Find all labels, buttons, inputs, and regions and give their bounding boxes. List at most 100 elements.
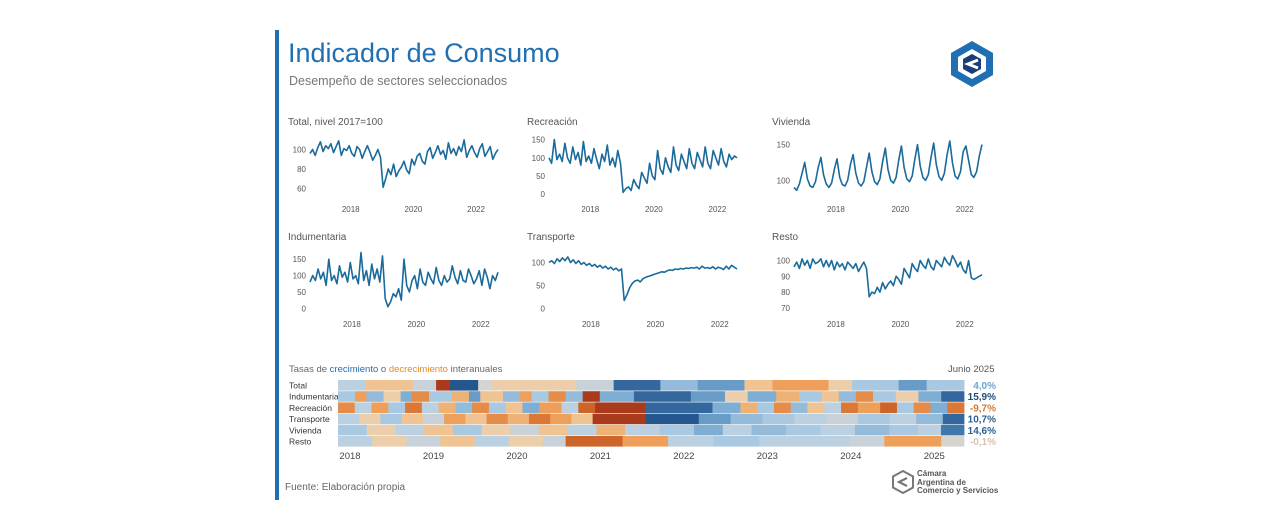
heatmap-cell: [941, 391, 965, 402]
heatmap-cell: [918, 391, 942, 402]
heatmap-cell: [785, 424, 821, 436]
heatmap-title-part: interanuales: [447, 364, 503, 375]
heatmap-cell: [507, 413, 530, 425]
heatmap-cell: [794, 413, 827, 425]
heatmap-x-tick: 2021: [590, 451, 611, 462]
series-line: [793, 140, 983, 192]
heatmap-cell: [622, 436, 669, 447]
heatmap-cell: [659, 424, 695, 436]
page-title: Indicador de Consumo: [288, 38, 560, 68]
heatmap-cell: [850, 436, 885, 447]
heatmap-cell: [926, 380, 965, 391]
heatmap-cell: [531, 391, 549, 402]
heatmap-cell: [889, 413, 917, 425]
heatmap-period-label: Junio 2025: [948, 364, 995, 375]
x-tick-label: 2020: [891, 320, 909, 329]
heatmap-cell: [338, 413, 360, 425]
heatmap-cell: [724, 391, 749, 402]
x-tick-label: 2022: [709, 205, 727, 214]
heatmap-cell: [338, 402, 356, 413]
growth-heatmap: Total 4,0% Indumentaria 15,9% Recreación -9,7…: [289, 380, 996, 462]
heatmap-row-label: Total: [289, 381, 307, 391]
heatmap-row-value: 14,6%: [968, 426, 996, 437]
heatmap-cell: [571, 413, 594, 425]
heatmap-cell: [942, 413, 965, 425]
heatmap-cell: [872, 391, 897, 402]
heatmap-cell: [592, 413, 647, 425]
heatmap-cell: [359, 413, 381, 425]
cac-logo-icon: [951, 41, 993, 87]
heatmap-cell: [406, 436, 441, 447]
heatmap-cell: [411, 391, 430, 402]
heatmap-cell: [395, 424, 425, 436]
heatmap-row-label: Recreación: [289, 403, 332, 413]
heatmap-cell: [412, 380, 437, 391]
heatmap-cell: [508, 436, 544, 447]
heatmap-cell: [751, 424, 787, 436]
heatmap-cell: [548, 391, 567, 402]
y-tick-label: 50: [536, 282, 545, 291]
heatmap-cell: [539, 424, 569, 436]
panel-title-resto: Resto: [772, 232, 799, 243]
y-tick-label: 150: [293, 255, 307, 264]
heatmap-cell: [424, 424, 454, 436]
source-note: Fuente: Elaboración propia: [285, 482, 406, 493]
y-tick-label: 100: [532, 259, 546, 268]
heatmap-cell: [713, 436, 760, 447]
heatmap-cell: [510, 424, 540, 436]
heatmap-cell: [578, 402, 596, 413]
chart-resto: 7080901002018202020222024: [777, 254, 983, 329]
heatmap-cell: [421, 402, 440, 413]
heatmap-cell: [645, 402, 713, 413]
heatmap-row-value: 15,9%: [968, 392, 996, 403]
heatmap-cell: [429, 391, 453, 402]
x-tick-label: 2022: [956, 205, 974, 214]
heatmap-cell: [371, 402, 389, 413]
heatmap-cell: [790, 402, 808, 413]
heatmap-cell: [625, 424, 661, 436]
heatmap-cell: [898, 380, 928, 391]
heatmap-cell: [565, 436, 623, 447]
heatmap-title-decline: decrecimiento: [388, 364, 448, 375]
heatmap-cell: [660, 380, 699, 391]
y-tick-label: 80: [781, 288, 790, 297]
heatmap-cell: [821, 391, 840, 402]
heatmap-cell: [436, 380, 451, 391]
heatmap-row-label: Indumentaria: [289, 392, 339, 402]
x-tick-label: 2022: [956, 320, 974, 329]
heatmap-cell: [698, 413, 731, 425]
heatmap-cell: [576, 380, 615, 391]
chart-indumentaria: 0501001502018202020222024: [293, 251, 499, 329]
x-tick-label: 2018: [581, 205, 599, 214]
x-tick-label: 2022: [711, 320, 729, 329]
heatmap-cell: [452, 424, 482, 436]
heatmap-cell: [338, 424, 368, 436]
heatmap-row-value: -9,7%: [970, 403, 996, 414]
panel-title-vivienda: Vivienda: [772, 117, 811, 128]
y-tick-label: 60: [297, 184, 306, 193]
heatmap-cell: [694, 424, 724, 436]
heatmap-title: Tasas de crecimiento o decrecimiento int…: [289, 364, 502, 375]
heatmap-cell: [383, 391, 401, 402]
heatmap-cell: [503, 391, 521, 402]
heatmap-cell: [468, 391, 481, 402]
heatmap-cell: [824, 402, 842, 413]
x-tick-label: 2022: [467, 205, 485, 214]
heatmap-cell: [488, 402, 507, 413]
heatmap-cell: [804, 436, 851, 447]
heatmap-cell: [400, 391, 413, 402]
heatmap-x-tick: 2023: [757, 451, 778, 462]
heatmap-cell: [366, 391, 384, 402]
y-tick-label: 100: [293, 146, 307, 155]
heatmap-row-label: Resto: [289, 437, 311, 447]
heatmap-row-value: -0,1%: [970, 437, 996, 448]
heatmap-cell: [505, 402, 523, 413]
y-tick-label: 100: [293, 272, 307, 281]
heatmap-cell: [889, 424, 919, 436]
panel-title-indumentaria: Indumentaria: [288, 232, 347, 243]
heatmap-cell: [480, 391, 504, 402]
heatmap-cell: [355, 391, 367, 402]
heatmap-cell: [486, 413, 509, 425]
heatmap-cell: [838, 391, 857, 402]
heatmap-cell: [828, 380, 853, 391]
